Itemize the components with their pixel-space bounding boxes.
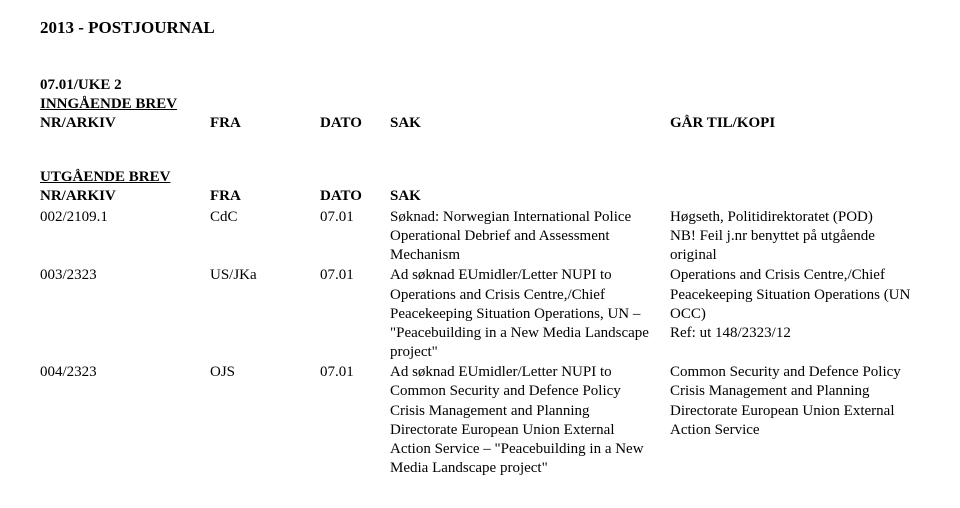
cell-sak: Ad søknad EUmidler/Letter NUPI to Common… — [390, 363, 670, 478]
hdr-blank — [670, 187, 920, 206]
cell-dato: 07.01 — [320, 363, 390, 382]
cell-nr: 004/2323 — [40, 363, 210, 382]
hdr-dato: DATO — [320, 114, 390, 133]
hdr-fra: FRA — [210, 114, 320, 133]
table-row: 002/2109.1 CdC 07.01 Søknad: Norwegian I… — [40, 208, 920, 266]
table-row: 004/2323 OJS 07.01 Ad søknad EUmidler/Le… — [40, 363, 920, 478]
page: 2013 - POSTJOURNAL 07.01/UKE 2 INNGÅENDE… — [0, 0, 960, 478]
cell-sak: Ad søknad EUmidler/Letter NUPI to Operat… — [390, 266, 670, 362]
hdr-kopi: GÅR TIL/KOPI — [670, 114, 920, 133]
cell-fra: CdC — [210, 208, 320, 227]
hdr-dato: DATO — [320, 187, 390, 206]
cell-kopi: Common Security and Defence Policy Crisi… — [670, 363, 920, 440]
cell-nr: 003/2323 — [40, 266, 210, 285]
document-title: 2013 - POSTJOURNAL — [40, 18, 920, 38]
cell-dato: 07.01 — [320, 208, 390, 227]
outgoing-headers: NR/ARKIV FRA DATO SAK — [40, 187, 920, 206]
hdr-sak: SAK — [390, 187, 670, 206]
incoming-label: INNGÅENDE BREV — [40, 95, 920, 114]
hdr-nr: NR/ARKIV — [40, 114, 210, 133]
cell-kopi: Høgseth, Politidirektoratet (POD)NB! Fei… — [670, 208, 920, 266]
cell-dato: 07.01 — [320, 266, 390, 285]
table-row: 003/2323 US/JKa 07.01 Ad søknad EUmidler… — [40, 266, 920, 362]
incoming-headers: NR/ARKIV FRA DATO SAK GÅR TIL/KOPI — [40, 114, 920, 133]
cell-sak: Søknad: Norwegian International Police O… — [390, 208, 670, 266]
hdr-sak: SAK — [390, 114, 670, 133]
outgoing-label: UTGÅENDE BREV — [40, 168, 920, 187]
cell-nr: 002/2109.1 — [40, 208, 210, 227]
spacer — [40, 134, 920, 168]
hdr-nr: NR/ARKIV — [40, 187, 210, 206]
cell-fra: US/JKa — [210, 266, 320, 285]
cell-fra: OJS — [210, 363, 320, 382]
week-line: 07.01/UKE 2 — [40, 76, 920, 95]
cell-kopi: Operations and Crisis Centre,/Chief Peac… — [670, 266, 920, 343]
hdr-fra: FRA — [210, 187, 320, 206]
